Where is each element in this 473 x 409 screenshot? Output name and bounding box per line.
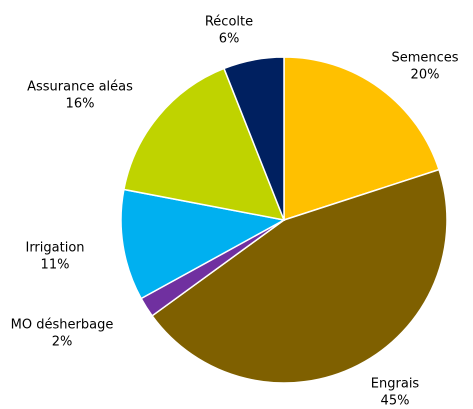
slice-value-label: 6%	[219, 32, 240, 47]
slice-category-label: Engrais	[371, 377, 420, 392]
slice-value-label: 16%	[66, 97, 95, 112]
pie-slice	[151, 168, 448, 384]
slice-value-label: 11%	[41, 258, 70, 273]
pie-slice	[223, 56, 285, 221]
pie-slice	[120, 188, 287, 300]
slice-category-label: Semences	[391, 51, 458, 66]
slice-category-label: Irrigation	[25, 241, 84, 256]
pie-slice	[283, 56, 440, 222]
pie-slice	[123, 67, 286, 221]
slice-category-label: Récolte	[205, 15, 253, 30]
slice-value-label: 45%	[381, 394, 410, 409]
slice-category-label: Assurance aléas	[27, 80, 133, 95]
slice-value-label: 20%	[411, 68, 440, 83]
slice-category-label: MO désherbage	[11, 318, 114, 333]
slice-value-label: 2%	[52, 335, 73, 350]
